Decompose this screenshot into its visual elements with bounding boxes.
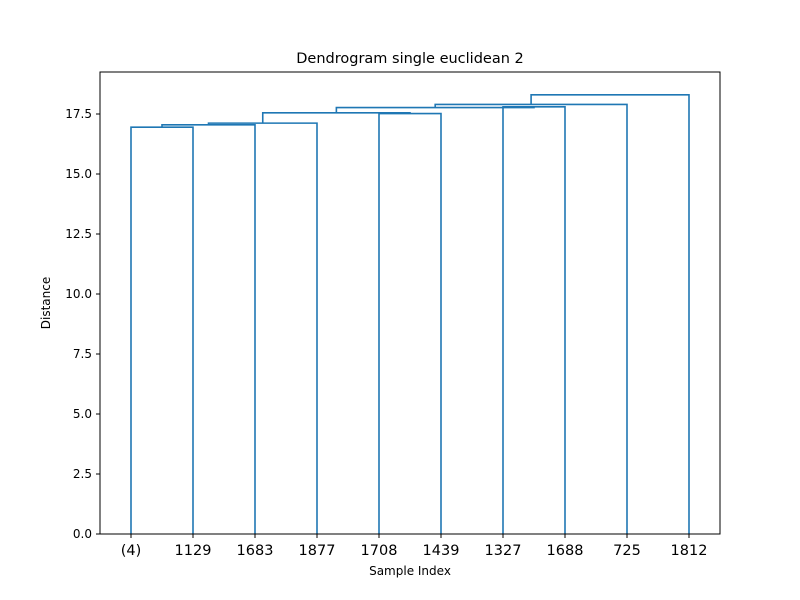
y-axis-label: Distance — [39, 277, 53, 329]
x-tick-label-1708: 1708 — [361, 543, 398, 559]
x-axis-label: Sample Index — [369, 564, 451, 578]
y-tick-label: 17.5 — [65, 107, 92, 121]
y-axis: 0.0 2.5 5.0 7.5 10.0 12.5 15.0 17.5 — [65, 107, 100, 541]
y-tick-label: 5.0 — [73, 407, 92, 421]
chart-title: Dendrogram single euclidean 2 — [296, 51, 524, 67]
x-tick-label-1812: 1812 — [671, 543, 708, 559]
x-tick-label-1688: 1688 — [547, 543, 584, 559]
dendrogram-link-9 — [530, 94, 690, 534]
y-tick-label: 2.5 — [73, 467, 92, 481]
y-tick-label: 15.0 — [65, 167, 92, 181]
axes-frame — [99, 71, 721, 535]
y-tick-label: 0.0 — [73, 527, 92, 541]
x-tick-label-1327: 1327 — [485, 543, 522, 559]
x-tick-label-1877: 1877 — [299, 543, 336, 559]
x-tick-label-725: 725 — [613, 543, 641, 559]
y-tick-label: 10.0 — [65, 287, 92, 301]
x-tick-label-1683: 1683 — [237, 543, 274, 559]
x-tick-label-1129: 1129 — [175, 543, 212, 559]
x-tick-label-1439: 1439 — [423, 543, 460, 559]
x-tick-label-4: (4) — [121, 543, 142, 559]
y-tick-label: 12.5 — [65, 227, 92, 241]
x-axis: (4) 1129 1683 1877 1708 1439 1327 1688 725 1812 — [121, 534, 708, 559]
plot-area — [130, 94, 690, 534]
y-tick-label: 7.5 — [73, 347, 92, 361]
